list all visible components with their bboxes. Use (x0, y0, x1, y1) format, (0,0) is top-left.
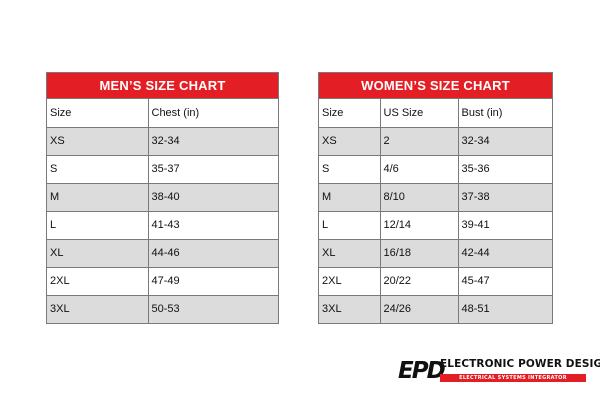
size-cell: XL (47, 239, 149, 268)
company-name: ELECTRONIC POWER DESIGN (440, 358, 600, 370)
us-size-cell: 4/6 (380, 155, 459, 184)
us-size-cell: 20/22 (380, 267, 459, 296)
bust-cell: 42-44 (458, 239, 552, 268)
size-cell: L (47, 211, 149, 240)
mens-size-chart: MEN’S SIZE CHART Size Chest (in) XS 32-3… (46, 72, 279, 324)
bust-cell: 48-51 (458, 295, 552, 323)
chest-cell: 47-49 (148, 267, 278, 296)
company-tagline: ELECTRICAL SYSTEMS INTEGRATOR (440, 374, 586, 382)
table-row: XS 32-34 (47, 127, 278, 156)
table-row: XS 2 32-34 (319, 127, 552, 156)
us-size-cell: 16/18 (380, 239, 459, 268)
column-header: Chest (in) (148, 99, 278, 128)
table-row: 2XL 47-49 (47, 267, 278, 296)
company-logo: EPD ELECTRONIC POWER DESIGN ELECTRICAL S… (398, 357, 600, 385)
size-cell: M (319, 183, 381, 212)
table-row: S 35-37 (47, 155, 278, 184)
chest-cell: 35-37 (148, 155, 278, 184)
mens-chart-title: MEN’S SIZE CHART (47, 73, 278, 99)
bust-cell: 39-41 (458, 211, 552, 240)
table-row: M 8/10 37-38 (319, 183, 552, 212)
size-cell: 2XL (319, 267, 381, 296)
size-cell: 3XL (319, 295, 381, 323)
table-row: M 38-40 (47, 183, 278, 212)
bust-cell: 37-38 (458, 183, 552, 212)
us-size-cell: 24/26 (380, 295, 459, 323)
table-row: 2XL 20/22 45-47 (319, 267, 552, 296)
us-size-cell: 12/14 (380, 211, 459, 240)
size-cell: S (319, 155, 381, 184)
table-header-row: Size US Size Bust (in) (319, 99, 552, 128)
table-row: XL 16/18 42-44 (319, 239, 552, 268)
size-cell: M (47, 183, 149, 212)
size-cell: 3XL (47, 295, 149, 323)
bust-cell: 32-34 (458, 127, 552, 156)
size-cell: XS (319, 127, 381, 156)
size-cell: S (47, 155, 149, 184)
chest-cell: 41-43 (148, 211, 278, 240)
chest-cell: 50-53 (148, 295, 278, 323)
us-size-cell: 8/10 (380, 183, 459, 212)
table-row: S 4/6 35-36 (319, 155, 552, 184)
chest-cell: 38-40 (148, 183, 278, 212)
table-row: L 12/14 39-41 (319, 211, 552, 240)
table-row: 3XL 24/26 48-51 (319, 295, 552, 323)
column-header: Bust (in) (458, 99, 552, 128)
size-cell: XL (319, 239, 381, 268)
column-header: US Size (380, 99, 459, 128)
table-row: L 41-43 (47, 211, 278, 240)
table-row: 3XL 50-53 (47, 295, 278, 323)
us-size-cell: 2 (380, 127, 459, 156)
bust-cell: 45-47 (458, 267, 552, 296)
womens-size-table: Size US Size Bust (in) XS 2 32-34 S 4/6 … (319, 99, 552, 323)
size-cell: XS (47, 127, 149, 156)
womens-size-chart: WOMEN’S SIZE CHART Size US Size Bust (in… (318, 72, 553, 324)
chest-cell: 32-34 (148, 127, 278, 156)
size-cell: 2XL (47, 267, 149, 296)
table-header-row: Size Chest (in) (47, 99, 278, 128)
size-cell: L (319, 211, 381, 240)
womens-chart-title: WOMEN’S SIZE CHART (319, 73, 552, 99)
bust-cell: 35-36 (458, 155, 552, 184)
column-header: Size (47, 99, 149, 128)
logo-mark: EPD (398, 358, 446, 384)
mens-size-table: Size Chest (in) XS 32-34 S 35-37 M 38-40… (47, 99, 278, 323)
table-row: XL 44-46 (47, 239, 278, 268)
column-header: Size (319, 99, 381, 128)
chest-cell: 44-46 (148, 239, 278, 268)
